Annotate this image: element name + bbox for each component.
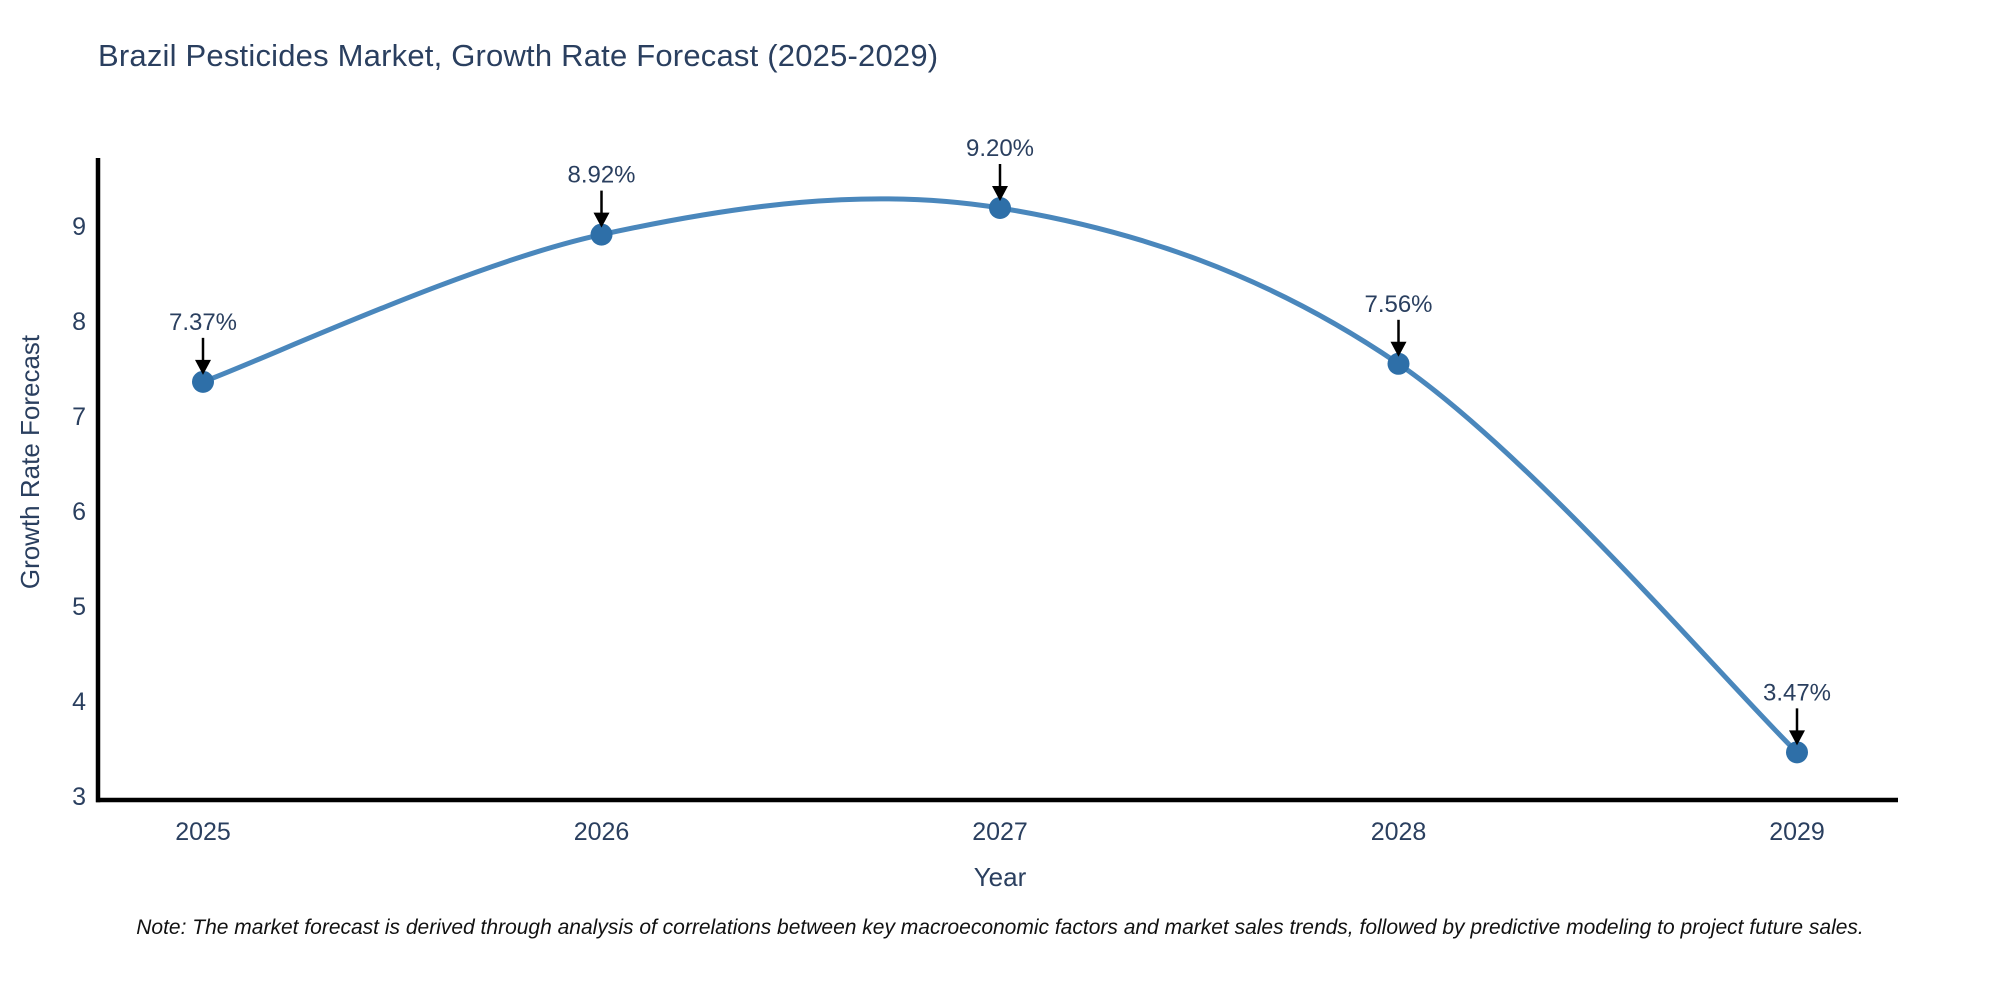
data-point-marker <box>1387 352 1410 375</box>
data-point-marker <box>192 370 214 393</box>
annotation-arrow-head <box>1789 730 1805 746</box>
annotation-arrow-head <box>1390 341 1407 357</box>
y-axis-title: Growth Rate Forecast <box>15 334 45 590</box>
x-tick-label: 2028 <box>1371 818 1427 846</box>
y-tick-label: 5 <box>72 593 86 621</box>
annotation-arrow-head <box>593 212 610 228</box>
x-tick-label: 2027 <box>972 818 1028 846</box>
data-point-label: 9.20% <box>966 135 1034 162</box>
y-tick-label: 9 <box>72 213 86 241</box>
y-tick-label: 3 <box>72 783 86 811</box>
y-tick-label: 8 <box>72 308 86 336</box>
annotation-arrow-head <box>992 186 1008 201</box>
y-tick-label: 7 <box>72 403 86 431</box>
x-tick-label: 2026 <box>574 818 630 846</box>
footnote: Note: The market forecast is derived thr… <box>136 916 1864 939</box>
forecast-line-series <box>200 196 1800 755</box>
x-axis-title: Year <box>973 862 1027 892</box>
chart-title: Brazil Pesticides Market, Growth Rate Fo… <box>98 38 939 73</box>
data-point-label: 8.92% <box>567 162 635 189</box>
annotation-arrow-head <box>195 359 211 375</box>
data-point-marker <box>590 223 613 246</box>
x-tick-label: 2025 <box>175 818 231 846</box>
data-point-label: 3.47% <box>1763 679 1831 706</box>
y-tick-label: 4 <box>72 688 86 716</box>
data-point-marker <box>989 197 1011 219</box>
data-point-label: 7.56% <box>1364 291 1432 318</box>
y-tick-label: 6 <box>72 498 86 526</box>
data-point-marker <box>1786 741 1808 764</box>
data-point-label: 7.37% <box>169 309 237 336</box>
x-tick-label: 2029 <box>1769 818 1825 846</box>
